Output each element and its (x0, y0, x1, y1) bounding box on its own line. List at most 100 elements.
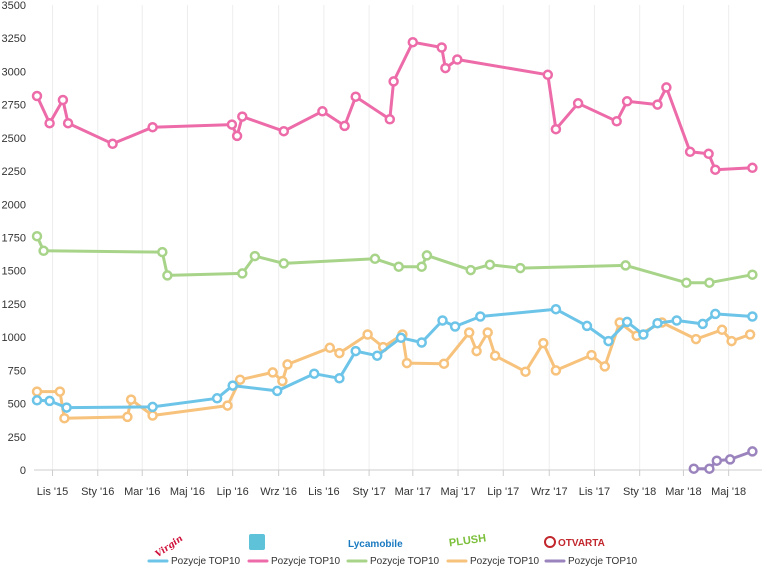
data-point (697, 318, 708, 330)
x-tick-label: Wrz '17 (531, 486, 568, 498)
x-tick-label: Mar '17 (395, 486, 431, 498)
y-tick-label: 0 (20, 465, 26, 477)
data-point (684, 146, 696, 158)
data-point (324, 342, 336, 354)
x-tick-label: Wrz '16 (260, 486, 297, 498)
data-point (671, 315, 682, 326)
data-point (416, 261, 427, 272)
data-point (449, 321, 461, 332)
heyah-logo (249, 534, 265, 550)
data-point (147, 401, 158, 413)
legend-item-otvarta[interactable]: OTVARTA Pozycje TOP10 (544, 536, 638, 566)
legend-item-virgin[interactable]: Virgin Pozycje TOP10 (147, 534, 241, 566)
data-point (452, 54, 463, 65)
data-point (61, 402, 72, 413)
data-point (581, 320, 593, 332)
data-point (599, 361, 611, 372)
data-point (688, 463, 700, 474)
data-point (59, 412, 70, 424)
data-point (704, 463, 715, 474)
data-point (211, 393, 223, 404)
x-tick-label: Maj '17 (440, 486, 475, 498)
legend-item-heyah[interactable]: Pozycje TOP10 (247, 534, 341, 566)
data-point (371, 350, 383, 361)
data-point (44, 117, 55, 129)
series-line-lycamobile (35, 234, 754, 285)
data-point (438, 358, 450, 369)
series-line-plush (35, 321, 752, 420)
data-point (572, 98, 584, 109)
plot-area (31, 36, 758, 474)
data-point (482, 327, 493, 338)
data-point (471, 345, 482, 357)
data-point (271, 385, 283, 397)
data-point (277, 375, 288, 387)
y-tick-label: 500 (8, 399, 26, 411)
y-tick-label: 2250 (2, 166, 26, 178)
data-point (267, 367, 278, 378)
data-point (157, 246, 168, 258)
data-point (747, 311, 758, 322)
data-point (703, 148, 714, 160)
y-tick-label: 3500 (2, 0, 26, 12)
data-point (222, 400, 233, 411)
data-point (416, 337, 427, 348)
legend: Virgin Pozycje TOP10 Pozycje TOP10 Lycam… (147, 532, 638, 566)
legend-label-lycamobile: Pozycje TOP10 (370, 556, 440, 566)
x-tick-label: Lis '17 (579, 486, 610, 498)
data-point (334, 347, 345, 359)
x-tick-label: Lis '16 (308, 486, 339, 498)
data-point (538, 337, 549, 349)
y-tick-label: 2000 (2, 199, 26, 211)
data-point (31, 395, 43, 406)
y-axis: 0 250 500 750 1000 1250 1500 1750 2000 2250 2500 27… (2, 0, 26, 477)
data-point (401, 357, 413, 369)
data-point (621, 96, 633, 107)
series-line-heyah (35, 307, 754, 410)
data-point (652, 317, 663, 329)
data-point (690, 333, 702, 345)
data-point (550, 303, 562, 315)
data-point (388, 76, 399, 87)
series-lycamobile (31, 230, 758, 288)
data-point (334, 373, 345, 384)
y-tick-label: 1250 (2, 299, 26, 311)
data-point (652, 99, 663, 110)
data-point (704, 277, 715, 288)
y-tick-label: 750 (8, 365, 26, 377)
legend-item-plush[interactable]: PLUSH Pozycje TOP10 (446, 532, 540, 566)
data-point (621, 316, 633, 328)
data-point (249, 250, 261, 262)
data-point (31, 90, 43, 102)
data-point (484, 259, 496, 270)
data-point (339, 120, 350, 132)
data-point (393, 261, 404, 272)
data-point (231, 130, 243, 142)
series-line-virgin-mobile (35, 40, 754, 172)
data-point (57, 94, 69, 106)
otvarta-logo-icon (544, 536, 556, 548)
data-point (611, 116, 622, 127)
series-line-otvarta (692, 449, 754, 471)
data-point (350, 345, 361, 357)
x-tick-label: Lip '16 (217, 486, 249, 498)
data-point (465, 264, 476, 276)
legend-item-lycamobile[interactable]: Lycamobile Pozycje TOP10 (346, 539, 440, 566)
grid-lines (52, 5, 730, 470)
x-tick-label: Sty '16 (81, 486, 114, 498)
plush-logo: PLUSH (448, 532, 487, 549)
data-point (550, 365, 562, 376)
data-point (234, 374, 246, 385)
series-heyah (31, 303, 758, 413)
data-point (147, 410, 158, 421)
data-point (724, 454, 736, 465)
data-point (437, 315, 448, 326)
data-point (550, 123, 562, 135)
data-point (661, 82, 672, 93)
data-point (237, 111, 248, 122)
data-point (603, 335, 614, 347)
data-point (710, 308, 721, 320)
data-point (744, 329, 756, 340)
otvarta-logo: OTVARTA (558, 538, 605, 549)
